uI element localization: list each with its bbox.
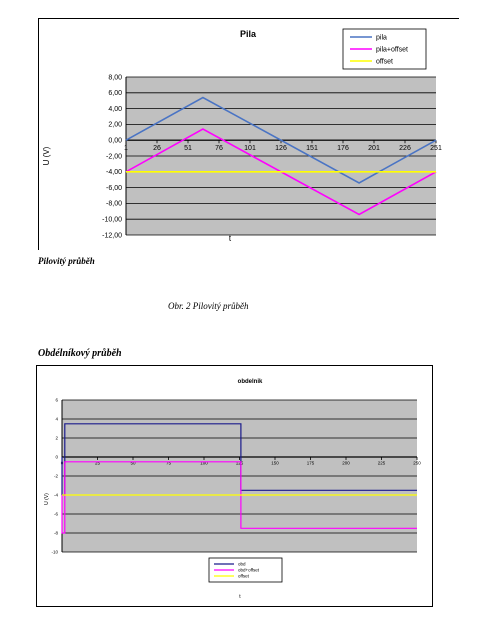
y-tick-label: -2 [54,474,58,479]
chart-obdelnik-ylabel: U (V) [44,493,50,505]
x-tick-label: 125 [236,461,244,466]
y-tick-label: 4,00 [108,106,122,113]
legend-label: offset [376,58,393,65]
x-tick-label: 26 [153,145,161,152]
chart-pila-xlabel: t [229,234,232,243]
legend-label: offset [238,574,250,579]
x-tick-label: 226 [399,145,411,152]
legend-label: obd [238,562,246,567]
x-tick-label: 76 [215,145,223,152]
x-tick-label: 225 [378,461,386,466]
y-tick-label: 6,00 [108,90,122,97]
chart-pila-frame [38,18,459,250]
chart-pila-title: Pila [240,29,257,39]
y-tick-label: 6 [55,398,58,403]
legend-label: pila [376,34,387,41]
y-tick-label: -2,00 [106,153,122,160]
x-tick-label: 250 [413,461,421,466]
chart-pila-ylabel: U (V) [42,146,51,165]
chart-pila: Pila 8,00 6,00 4,00 2,00 0,00 -2,00 -4,00 -6,00… [42,28,442,243]
caption-pilovity: Pilovitý průběh [38,256,95,266]
x-tick-label: 200 [342,461,350,466]
y-tick-label: 2 [55,436,58,441]
x-tick-label: 75 [166,461,172,466]
chart-obdelnik-xlabel: t [239,594,241,600]
y-tick-label: 0 [55,455,58,460]
x-tick-label: 150 [271,461,279,466]
y-tick-label: -4,00 [106,169,122,176]
series-line-pila [125,96,437,184]
y-tick-label: 4 [55,417,58,422]
y-tick-label: 2,00 [108,122,122,129]
x-tick-label: 25 [95,461,101,466]
heading-obdelnikovy: Obdélníkový průběh [38,348,122,359]
series-line-obd-offset [61,461,417,534]
chart-obdelnik-frame [36,365,433,607]
x-tick-label: 51 [184,145,192,152]
chart-pila-legend: pila pila+offset offset [342,28,427,70]
y-tick-label: -8,00 [106,201,122,208]
x-tick-label: 101 [244,145,256,152]
chart-obdelnik-title: obdelnik [238,379,263,385]
legend-label: pila+offset [376,46,408,53]
x-tick-label: 126 [275,145,287,152]
x-tick-label: 50 [130,461,136,466]
x-tick-label: 176 [337,145,349,152]
legend-label: obd+offset [238,568,260,573]
y-tick-label: -6 [54,512,58,517]
x-tick-label: 151 [306,145,318,152]
x-tick-label: 251 [430,145,442,152]
y-tick-label: -4 [54,493,58,498]
y-tick-label: -8 [54,531,58,536]
figure-caption: Obr. 2 Pilovitý průběh [168,301,249,311]
y-tick-label: -10,00 [102,217,122,224]
x-tick-label: 1 [124,145,128,152]
y-tick-label: -6,00 [106,185,122,192]
y-tick-label: 0,00 [108,138,122,145]
y-tick-label: -12,00 [102,232,122,239]
y-tick-label: 8,00 [108,74,122,81]
y-tick-label: -10 [51,550,58,555]
x-tick-label: 175 [307,461,315,466]
x-tick-label: 100 [200,461,208,466]
x-tick-label: 201 [368,145,380,152]
